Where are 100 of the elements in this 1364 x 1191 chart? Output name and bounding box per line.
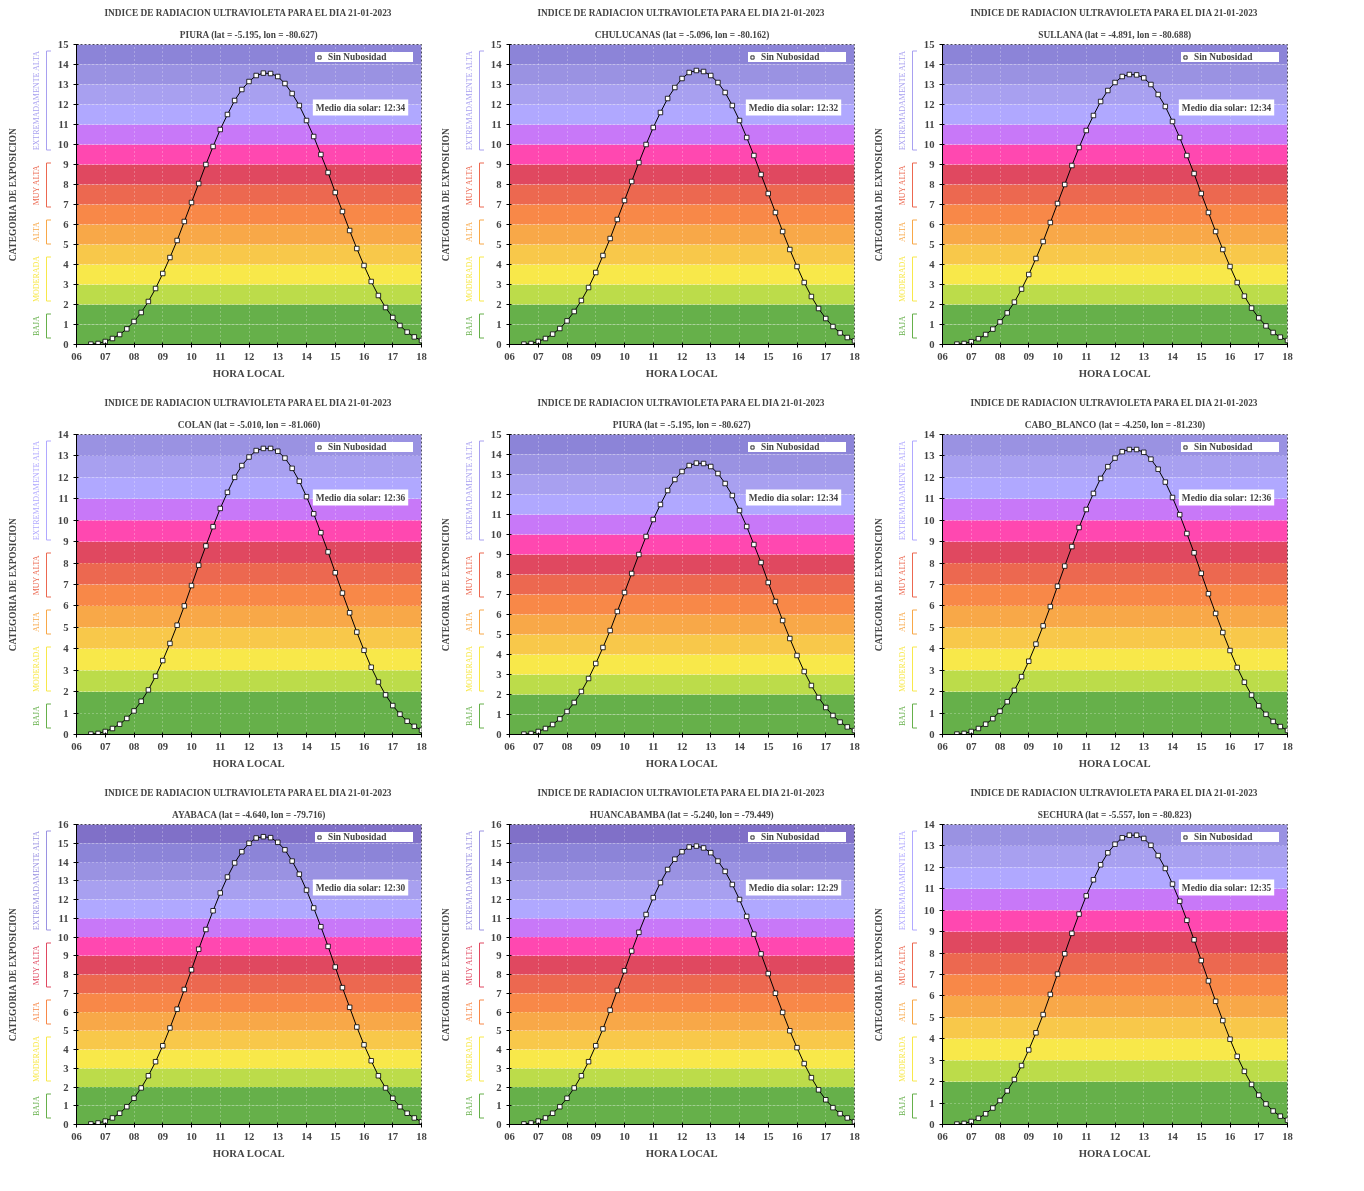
text: EXTREMADAMENTE ALTA [31, 440, 41, 541]
chart-subtitle: COLAN (lat = -5.010, lon = -81.060) [177, 419, 321, 431]
annotation: Medio dia solar: 12:34 [315, 102, 406, 113]
x-tick-label: 13 [1138, 740, 1150, 752]
x-tick-label: 06 [504, 1130, 516, 1142]
y-tick-label: 1 [496, 319, 502, 330]
x-tick-label: 16 [358, 740, 370, 752]
y-tick-label: 4 [929, 643, 936, 655]
y-tick-label: 3 [63, 1062, 69, 1074]
x-tick-label: 16 [358, 350, 370, 362]
x-tick-label: 08 [128, 740, 140, 752]
x-axis-title: HORA LOCAL [645, 367, 718, 379]
x-tick-label: 16 [791, 740, 803, 752]
x-tick-label: 09 [1023, 1130, 1035, 1142]
y-axis-title: CATEGORIA DE EXPOSICION [873, 517, 884, 652]
x-tick-label: 10 [619, 1130, 630, 1142]
x-tick-label: 13 [705, 1130, 717, 1142]
x-tick-label: 16 [1224, 740, 1236, 752]
y-tick-label: 6 [63, 1006, 70, 1018]
y-tick-label: 5 [496, 629, 502, 640]
y-tick-label: 10 [923, 139, 935, 150]
y-tick-label: 5 [496, 1025, 502, 1037]
y-tick-label: 2 [63, 1081, 69, 1093]
y-tick-label: 9 [929, 536, 935, 548]
y-tick-label: 4 [496, 649, 503, 660]
text: MUY ALTA [464, 165, 474, 206]
x-tick-label: 15 [762, 740, 774, 752]
x-tick-label: 11 [648, 350, 659, 362]
x-tick-label: 10 [1052, 740, 1063, 752]
text: EXTREMADAMENTE ALTA [31, 50, 41, 151]
x-tick-label: 12 [676, 740, 688, 752]
text: MODERADA [31, 1035, 41, 1083]
y-tick-label: 2 [496, 1081, 502, 1093]
y-tick-label: 10 [57, 139, 69, 150]
text: MUY ALTA [464, 945, 474, 986]
y-tick-label: 15 [490, 39, 502, 50]
x-tick-label: 12 [243, 350, 255, 362]
chart-title: INDICE DE RADIACION ULTRAVIOLETA PARA EL DIA 21-01-2023 [970, 397, 1258, 408]
x-tick-label: 18 [1282, 740, 1293, 752]
x-tick-label: 06 [71, 1130, 83, 1142]
text: MODERADA [897, 645, 907, 693]
y-tick-label: 4 [63, 1044, 70, 1055]
y-tick-label: 12 [57, 894, 69, 905]
x-tick-label: 07 [99, 1130, 112, 1142]
y-tick-label: 12 [57, 471, 69, 483]
y-tick-label: 3 [496, 669, 502, 680]
x-tick-label: 12 [243, 1130, 255, 1142]
chart-title: INDICE DE RADIACION ULTRAVIOLETA PARA EL DIA 21-01-2023 [970, 7, 1258, 18]
y-tick-label: 6 [63, 219, 70, 230]
y-tick-label: 10 [923, 514, 935, 526]
legend-label: Sin Nubosidad [761, 442, 821, 452]
y-tick-label: 12 [490, 489, 502, 500]
y-tick-label: 15 [490, 837, 502, 849]
annotation: Medio dia solar: 12:32 [748, 102, 839, 113]
y-tick-label: 6 [929, 600, 936, 612]
chart-title: INDICE DE RADIACION ULTRAVIOLETA PARA EL DIA 21-01-2023 [104, 397, 392, 408]
x-axis-title: HORA LOCAL [645, 1147, 718, 1159]
y-tick-label: 3 [929, 279, 935, 290]
text: MUY ALTA [31, 165, 41, 206]
y-tick-label: 10 [923, 904, 935, 916]
x-tick-label: 15 [762, 350, 774, 362]
y-tick-label: 14 [57, 856, 70, 868]
x-tick-label: 16 [358, 1130, 370, 1142]
y-tick-label: 15 [57, 837, 69, 849]
text: MODERADA [464, 1035, 474, 1083]
x-tick-label: 09 [157, 350, 169, 362]
y-tick-label: 2 [929, 686, 935, 698]
y-tick-label: 9 [496, 950, 502, 962]
chart-title: INDICE DE RADIACION ULTRAVIOLETA PARA EL DIA 21-01-2023 [970, 787, 1258, 798]
x-tick-label: 16 [791, 1130, 803, 1142]
y-axis-title: CATEGORIA DE EXPOSICION [7, 127, 18, 262]
x-tick-label: 07 [532, 350, 545, 362]
x-tick-label: 09 [1023, 350, 1035, 362]
x-tick-label: 13 [272, 740, 284, 752]
x-tick-label: 11 [648, 1130, 659, 1142]
text: EXTREMADAMENTE ALTA [31, 830, 41, 931]
y-tick-label: 4 [496, 259, 503, 270]
x-tick-label: 17 [820, 740, 832, 752]
legend-label: Sin Nubosidad [761, 52, 821, 62]
y-tick-label: 1 [63, 319, 69, 330]
x-axis-title: HORA LOCAL [212, 367, 285, 379]
x-tick-label: 18 [849, 1130, 860, 1142]
annotation: Medio dia solar: 12:35 [1181, 882, 1272, 893]
x-tick-label: 11 [1081, 1130, 1092, 1142]
text: ALTA [31, 221, 41, 242]
y-tick-label: 5 [63, 621, 69, 633]
x-tick-label: 11 [215, 350, 226, 362]
x-tick-label: 17 [820, 1130, 832, 1142]
x-tick-label: 14 [734, 350, 746, 362]
y-tick-label: 0 [929, 729, 935, 740]
legend-label: Sin Nubosidad [761, 832, 821, 842]
x-tick-label: 13 [705, 740, 717, 752]
x-tick-label: 17 [387, 350, 399, 362]
annotation: Medio dia solar: 12:34 [1181, 102, 1272, 113]
y-tick-label: 0 [496, 339, 502, 350]
text: MUY ALTA [31, 555, 41, 596]
y-axis-title: CATEGORIA DE EXPOSICION [873, 127, 884, 262]
y-axis-title: CATEGORIA DE EXPOSICION [440, 127, 451, 262]
x-tick-label: 15 [1195, 740, 1207, 752]
y-tick-label: 13 [57, 79, 69, 90]
